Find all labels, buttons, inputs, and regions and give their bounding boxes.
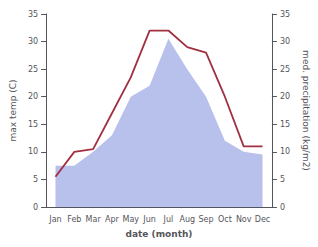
svg-text:Jan: Jan (48, 215, 61, 224)
svg-text:5: 5 (33, 175, 38, 184)
svg-text:25: 25 (28, 65, 38, 74)
svg-text:Jun: Jun (142, 215, 156, 224)
svg-text:20: 20 (28, 92, 38, 101)
svg-text:15: 15 (280, 120, 290, 129)
svg-text:25: 25 (280, 65, 290, 74)
svg-text:20: 20 (280, 92, 290, 101)
svg-text:Mar: Mar (86, 215, 102, 224)
svg-text:Oct: Oct (218, 215, 232, 224)
svg-text:30: 30 (280, 37, 290, 46)
svg-text:Jul: Jul (163, 215, 174, 224)
svg-text:max temp (C): max temp (C) (8, 79, 18, 141)
svg-text:Nov: Nov (236, 215, 252, 224)
svg-text:0: 0 (33, 203, 38, 212)
svg-text:Feb: Feb (67, 215, 81, 224)
svg-text:May: May (122, 215, 139, 224)
svg-text:35: 35 (280, 10, 290, 19)
svg-text:30: 30 (28, 37, 38, 46)
svg-text:15: 15 (28, 120, 38, 129)
svg-text:Apr: Apr (105, 215, 120, 224)
svg-text:med. precipitation (kg/m2): med. precipitation (kg/m2) (301, 50, 311, 171)
svg-text:date (month): date (month) (126, 229, 193, 239)
svg-text:10: 10 (280, 147, 290, 156)
svg-text:Sep: Sep (199, 215, 214, 224)
svg-text:Dec: Dec (255, 215, 270, 224)
svg-text:5: 5 (280, 175, 285, 184)
svg-text:Aug: Aug (179, 215, 195, 224)
svg-text:10: 10 (28, 147, 38, 156)
svg-text:0: 0 (280, 203, 285, 212)
svg-text:35: 35 (28, 10, 38, 19)
